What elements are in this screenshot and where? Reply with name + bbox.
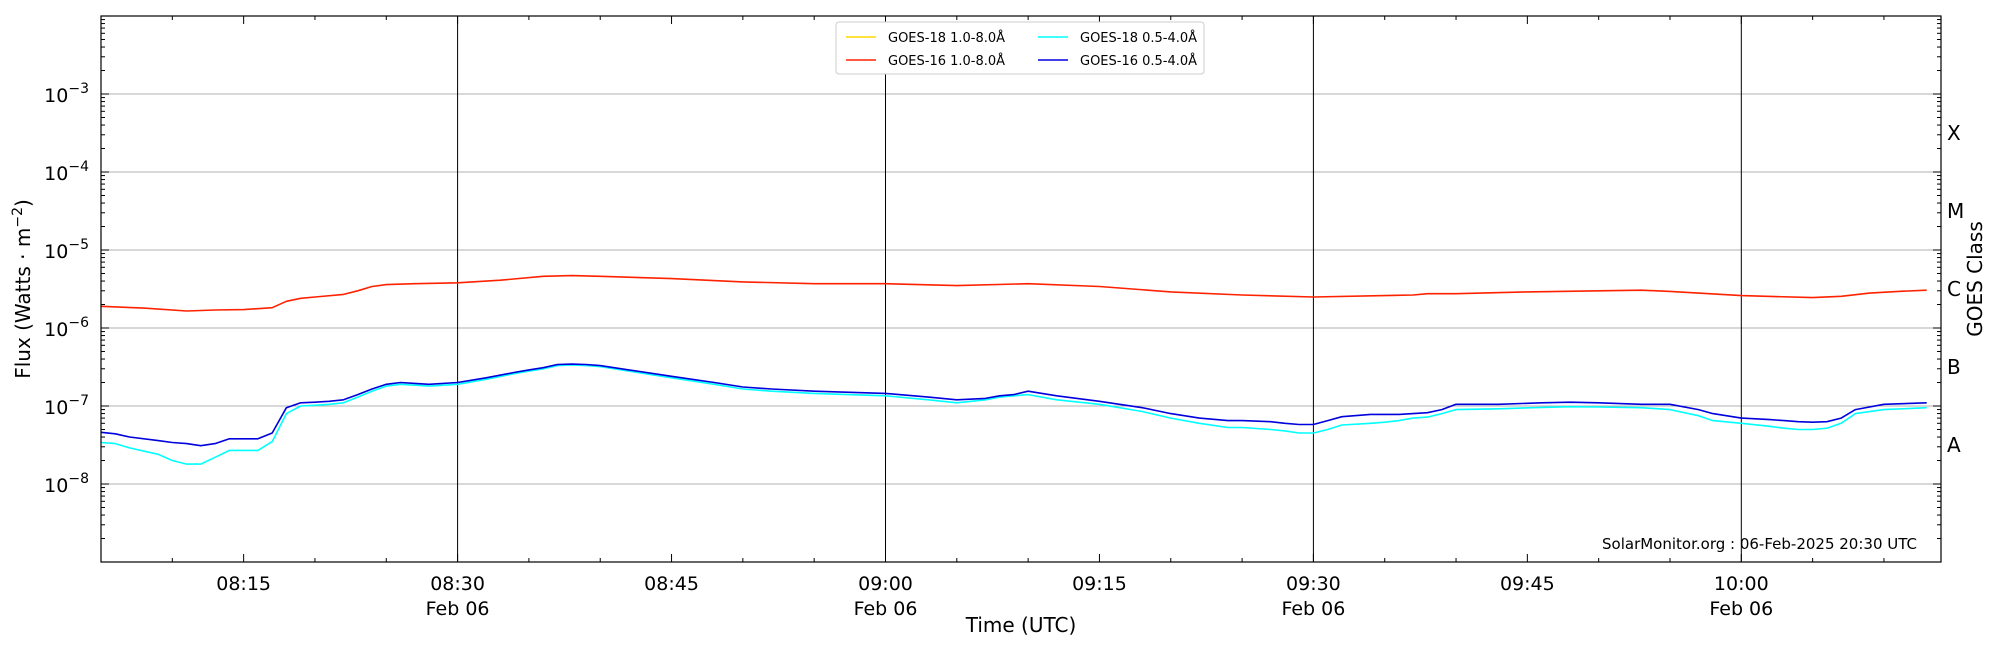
y-tick-base: 10 bbox=[44, 241, 68, 263]
x-tick-date-label: Feb 06 bbox=[854, 598, 918, 620]
series-line bbox=[100, 363, 1927, 447]
y-tick-label: 10−6 bbox=[44, 315, 89, 341]
y-axis-label-close: ) bbox=[11, 199, 35, 207]
legend-label: GOES-16 0.5-4.0Å bbox=[1080, 53, 1197, 69]
y-tick-base: 10 bbox=[44, 85, 68, 107]
y-tick-labels: 10−810−710−610−510−410−3 bbox=[44, 81, 89, 497]
x-tick-date-label: Feb 06 bbox=[1709, 598, 1773, 620]
x-tick-label: 08:30 bbox=[430, 573, 485, 595]
legend: GOES-18 1.0-8.0Å GOES-18 0.5-4.0Å GOES-16 … bbox=[835, 21, 1205, 75]
y-axis-label-main: Flux (Watts · m bbox=[11, 228, 35, 379]
y-tick-exponent: −8 bbox=[68, 471, 89, 487]
y-tick-base: 10 bbox=[44, 397, 68, 419]
y-axis-label-exponent: −2 bbox=[10, 207, 26, 228]
y-tick-exponent: −3 bbox=[68, 81, 89, 97]
goes-class-label: C bbox=[1947, 277, 1961, 301]
y-tick-base: 10 bbox=[44, 319, 68, 341]
y-tick-label: 10−8 bbox=[44, 471, 89, 497]
watermark-text: SolarMonitor.org : 06-Feb-2025 20:30 UTC bbox=[1602, 535, 1917, 553]
grid-lines bbox=[101, 15, 1941, 563]
y-tick-base: 10 bbox=[44, 475, 68, 497]
legend-label: GOES-16 1.0-8.0Å bbox=[888, 53, 1005, 69]
y-axis-label: Flux (Watts · m−2) bbox=[10, 199, 35, 379]
axis-ticks bbox=[100, 15, 1941, 563]
series-lines bbox=[100, 274, 1927, 465]
series-line bbox=[100, 364, 1927, 465]
y-tick-label: 10−3 bbox=[44, 81, 89, 107]
goes-class-label: X bbox=[1947, 121, 1961, 145]
x-tick-date-label: Feb 06 bbox=[426, 598, 490, 620]
x-tick-labels: 08:15 08:30 Feb 06 08:45 09:00 Feb 06 09:15 09:… bbox=[216, 573, 1773, 620]
x-tick-label: 09:15 bbox=[1072, 573, 1127, 595]
x-tick-label: 08:15 bbox=[216, 573, 271, 595]
legend-label: GOES-18 0.5-4.0Å bbox=[1080, 30, 1197, 46]
y-tick-exponent: −5 bbox=[68, 237, 89, 253]
y-tick-base: 10 bbox=[44, 163, 68, 185]
x-tick-label: 10:00 bbox=[1714, 573, 1769, 595]
x-tick-label: 09:00 bbox=[858, 573, 913, 595]
day-vertical-lines bbox=[457, 16, 1742, 562]
legend-box bbox=[835, 21, 1205, 75]
y-tick-exponent: −4 bbox=[68, 159, 89, 175]
series-line bbox=[100, 274, 1927, 312]
x-tick-label: 09:30 bbox=[1286, 573, 1341, 595]
x-tick-date-label: Feb 06 bbox=[1281, 598, 1345, 620]
goes-class-label: B bbox=[1947, 355, 1961, 379]
goes-class-axis-label: GOES Class bbox=[1963, 221, 1987, 337]
goes-class-label: M bbox=[1947, 199, 1964, 223]
goes-class-labels: A B C M X bbox=[1947, 121, 1964, 457]
legend-label: GOES-18 1.0-8.0Å bbox=[888, 30, 1005, 46]
y-tick-exponent: −7 bbox=[68, 393, 89, 409]
x-tick-label: 08:45 bbox=[644, 573, 699, 595]
y-tick-exponent: −6 bbox=[68, 315, 89, 331]
y-tick-label: 10−7 bbox=[44, 393, 89, 419]
y-tick-label: 10−4 bbox=[44, 159, 89, 185]
goes-class-label: A bbox=[1947, 433, 1961, 457]
plot-frame bbox=[100, 15, 1942, 563]
x-tick-label: 09:45 bbox=[1500, 573, 1555, 595]
y-tick-label: 10−5 bbox=[44, 237, 89, 263]
x-axis-label: Time (UTC) bbox=[965, 613, 1077, 637]
